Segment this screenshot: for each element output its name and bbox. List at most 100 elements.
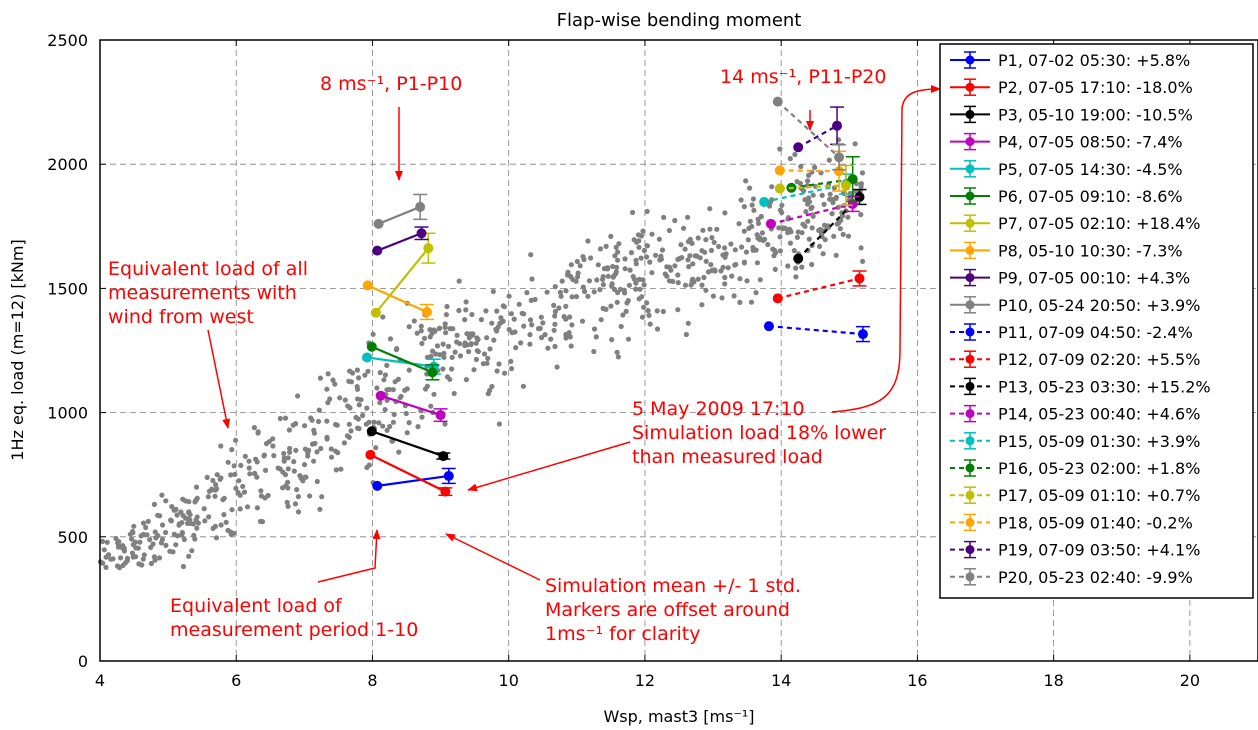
scatter-point	[644, 243, 650, 249]
scatter-point	[356, 402, 362, 408]
scatter-point	[829, 211, 835, 217]
scatter-point	[664, 264, 670, 270]
scatter-point	[852, 141, 858, 147]
scatter-point	[751, 207, 757, 213]
series-p6	[366, 341, 440, 381]
scatter-point	[858, 212, 864, 218]
scatter-point	[325, 400, 331, 406]
scatter-point	[688, 282, 694, 288]
scatter-point	[755, 220, 762, 226]
series-marker	[772, 96, 783, 107]
scatter-point	[206, 514, 212, 520]
scatter-point	[186, 519, 192, 525]
scatter-point	[356, 375, 362, 381]
scatter-point	[247, 471, 253, 477]
scatter-point	[404, 430, 410, 436]
scatter-point	[437, 352, 443, 358]
scatter-point	[644, 254, 650, 260]
scatter-point	[777, 248, 784, 254]
scatter-point	[545, 345, 551, 351]
scatter-point	[370, 331, 376, 337]
scatter-point	[132, 539, 138, 545]
scatter-point	[803, 209, 809, 215]
scatter-point	[291, 468, 297, 474]
scatter-point	[494, 368, 500, 374]
scatter-point	[463, 377, 469, 383]
y-tick-label: 2000	[47, 155, 88, 174]
scatter-point	[513, 345, 519, 351]
scatter-point	[284, 499, 290, 505]
scatter-point	[769, 197, 775, 203]
scatter-point	[137, 539, 143, 545]
scatter-point	[618, 323, 624, 330]
scatter-point	[598, 317, 604, 323]
scatter-point	[641, 282, 647, 288]
scatter-point	[348, 428, 354, 434]
scatter-point	[427, 334, 433, 340]
scatter-point	[496, 421, 502, 427]
scatter-point	[356, 426, 362, 432]
scatter-point	[392, 379, 398, 385]
scatter-point	[837, 226, 843, 232]
scatter-point	[309, 417, 315, 423]
y-tick-label: 1000	[47, 404, 88, 423]
scatter-point	[725, 265, 731, 271]
scatter-point	[214, 472, 220, 478]
legend-label: P7, 07-05 02:10: +18.4%	[998, 214, 1200, 233]
series-marker	[832, 120, 843, 131]
scatter-point	[159, 492, 165, 498]
scatter-point	[819, 192, 825, 198]
scatter-point	[128, 536, 135, 542]
scatter-point	[99, 538, 106, 545]
scatter-point	[364, 405, 370, 411]
scatter-point	[653, 252, 659, 258]
scatter-point	[551, 302, 557, 308]
series-line	[367, 284, 428, 314]
legend-label: P6, 07-05 09:10: -8.6%	[998, 187, 1183, 206]
scatter-point	[672, 217, 678, 224]
series-line	[366, 356, 434, 368]
scatter-point	[295, 509, 302, 515]
scatter-point	[441, 354, 447, 360]
series-p10	[373, 193, 428, 229]
scatter-point	[241, 489, 248, 495]
scatter-point	[212, 493, 218, 499]
series-marker	[763, 321, 774, 332]
scatter-point	[124, 555, 131, 562]
scatter-point	[447, 376, 453, 382]
scatter-point	[858, 245, 864, 251]
scatter-point	[638, 255, 644, 261]
scatter-point	[210, 525, 216, 532]
x-tick-label: 6	[231, 671, 241, 690]
scatter-point	[744, 278, 750, 284]
scatter-point	[411, 318, 417, 324]
scatter-point	[285, 479, 291, 485]
scatter-point	[157, 513, 163, 519]
series-p20	[772, 96, 847, 171]
scatter-point	[575, 270, 581, 276]
scatter-point	[833, 195, 839, 201]
scatter-point	[527, 317, 534, 323]
legend-label: P10, 05-24 20:50: +3.9%	[998, 296, 1200, 315]
scatter-point	[611, 286, 618, 292]
scatter-point	[739, 244, 745, 250]
series-line	[791, 178, 853, 189]
scatter-point	[309, 441, 316, 447]
series-line	[380, 394, 441, 417]
scatter-point	[301, 462, 308, 468]
scatter-point	[271, 453, 277, 459]
scatter-point	[658, 256, 665, 262]
legend-item: P17, 05-09 01:10: +0.7%	[950, 486, 1200, 505]
scatter-point	[489, 320, 495, 326]
scatter-point	[232, 471, 238, 477]
scatter-point	[750, 196, 757, 202]
scatter-point	[754, 232, 760, 238]
scatter-point	[139, 562, 145, 568]
series-marker	[416, 228, 427, 239]
legend-item: P13, 05-23 03:30: +15.2%	[950, 377, 1211, 396]
scatter-point	[845, 233, 852, 239]
scatter-point	[810, 213, 816, 219]
scatter-point	[838, 217, 844, 223]
scatter-point	[270, 443, 276, 449]
scatter-point	[716, 243, 722, 250]
